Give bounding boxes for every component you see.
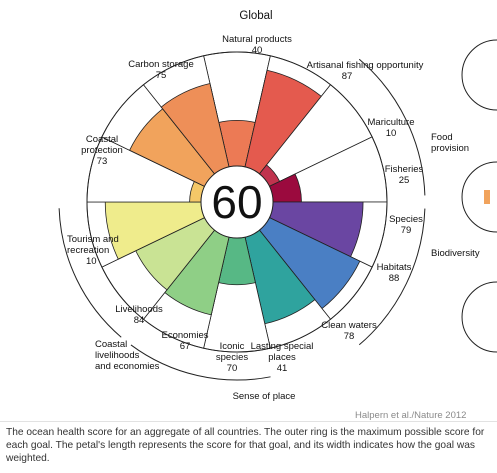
label-coastal-2: protection xyxy=(81,145,123,156)
group-label-food-2: provision xyxy=(431,143,469,154)
center-score: 60 xyxy=(211,176,262,228)
label-artisanal: Artisanal fishing opportunity xyxy=(307,60,424,71)
label-lasting-1: Lasting special xyxy=(251,341,314,352)
adjacent-flower-ring-3 xyxy=(461,281,497,353)
flower-chart: Global 60 Natural products 40 Artisanal … xyxy=(58,10,497,402)
label-species: Species xyxy=(389,214,423,225)
value-artisanal: 87 xyxy=(342,71,353,82)
label-lasting-2: places xyxy=(268,352,296,363)
value-fisheries: 25 xyxy=(399,175,410,186)
group-arc-biodiversity xyxy=(358,208,426,346)
label-iconic-1: Iconic xyxy=(220,341,245,352)
group-arc-sense xyxy=(130,344,271,381)
label-habitats: Habitats xyxy=(377,262,412,273)
chart-title: Global xyxy=(239,10,272,22)
label-natural-products: Natural products xyxy=(222,34,292,45)
label-fisheries: Fisheries xyxy=(385,164,424,175)
group-label-biodiversity: Biodiversity xyxy=(431,248,480,259)
group-label-food-1: Food xyxy=(431,132,453,143)
value-coastal: 73 xyxy=(97,156,108,167)
group-arc-cle xyxy=(58,208,122,338)
outer-ring xyxy=(86,51,388,353)
value-iconic: 70 xyxy=(227,363,238,374)
label-tourism-1: Tourism and xyxy=(67,234,119,245)
label-economies: Economies xyxy=(162,330,209,341)
adjacent-flower-ring-1 xyxy=(461,39,497,111)
label-mariculture: Mariculture xyxy=(368,117,415,128)
group-label-cle-2: livelihoods xyxy=(95,350,140,361)
value-species: 79 xyxy=(401,225,412,236)
caption-divider xyxy=(0,421,497,422)
value-natural-products: 40 xyxy=(252,45,263,56)
value-tourism: 10 xyxy=(86,256,97,267)
center-disc xyxy=(200,165,274,239)
value-economies: 67 xyxy=(180,341,191,352)
value-clean-waters: 78 xyxy=(344,331,355,342)
adjacent-flower-ring-2 xyxy=(461,161,497,233)
value-lasting: 41 xyxy=(277,363,288,374)
label-livelihoods: Livelihoods xyxy=(115,304,163,315)
value-mariculture: 10 xyxy=(386,128,397,139)
label-iconic-2: species xyxy=(216,352,248,363)
value-livelihoods: 84 xyxy=(134,315,145,326)
label-clean-waters: Clean waters xyxy=(321,320,377,331)
group-arc-food xyxy=(358,58,426,196)
adjacent-flower-petal xyxy=(484,190,490,204)
label-carbon: Carbon storage xyxy=(128,59,193,70)
image-credit: Halpern et al./Nature 2012 xyxy=(355,410,467,421)
petal-layer xyxy=(86,51,388,353)
label-tourism-2: recreation xyxy=(67,245,109,256)
group-label-sense: Sense of place xyxy=(233,391,296,402)
label-coastal-1: Coastal xyxy=(86,134,118,145)
value-carbon: 75 xyxy=(156,70,167,81)
figure-caption: The ocean health score for an aggregate … xyxy=(6,427,485,464)
group-label-cle-1: Coastal xyxy=(95,339,127,350)
group-label-cle-3: and economies xyxy=(95,361,160,372)
value-habitats: 88 xyxy=(389,273,400,284)
